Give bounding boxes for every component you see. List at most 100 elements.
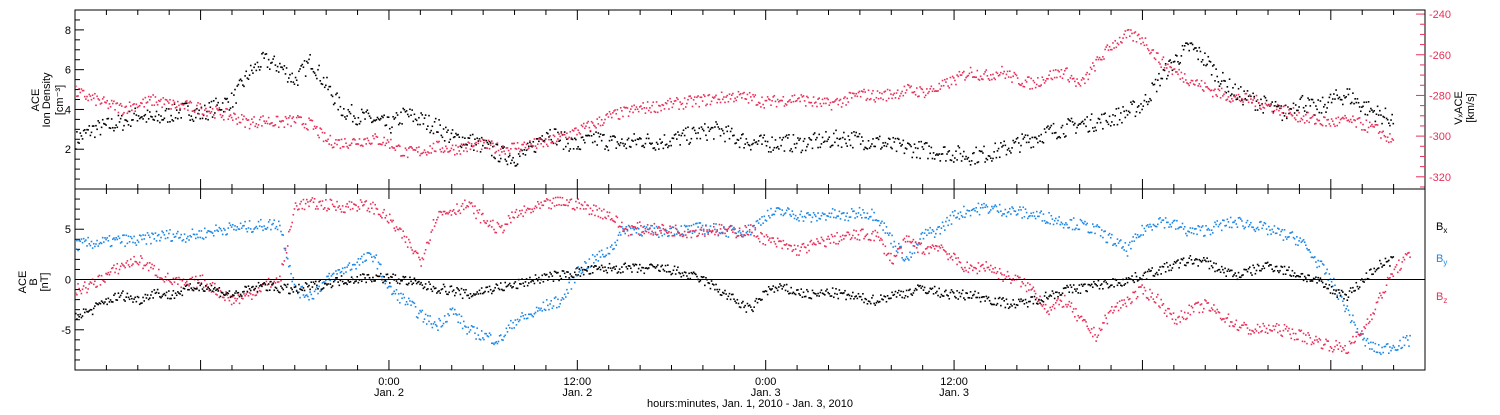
ion-density-point xyxy=(799,138,801,140)
ion-density-point xyxy=(874,146,876,148)
by-point xyxy=(582,271,584,273)
vx-point xyxy=(592,122,594,124)
by-point xyxy=(1034,215,1036,217)
bz-point xyxy=(1367,318,1369,320)
bz-point xyxy=(382,212,384,214)
by-point xyxy=(599,251,601,253)
vx-point xyxy=(1200,85,1202,87)
top-left-tick-label: 6 xyxy=(65,65,71,77)
bz-point xyxy=(301,208,303,210)
vx-point xyxy=(335,139,337,141)
vx-point xyxy=(1119,37,1121,39)
bz-point xyxy=(223,297,225,299)
by-point xyxy=(850,216,852,218)
ion-density-point xyxy=(1179,62,1181,64)
vx-point xyxy=(368,140,370,142)
ion-density-point xyxy=(256,70,258,72)
ion-density-point xyxy=(350,113,352,115)
ion-density-point xyxy=(519,155,521,157)
by-point xyxy=(268,221,270,223)
ion-density-point xyxy=(1177,61,1179,63)
bz-point xyxy=(965,270,967,272)
ion-density-point xyxy=(695,132,697,134)
ion-density-point xyxy=(909,144,911,146)
vx-point xyxy=(1280,107,1282,109)
bz-point xyxy=(848,232,850,234)
bz-point xyxy=(641,231,643,233)
by-point xyxy=(1024,216,1026,218)
by-point xyxy=(1338,298,1340,300)
ion-density-point xyxy=(993,151,995,153)
vx-point xyxy=(577,129,579,131)
by-point xyxy=(1382,352,1384,354)
vx-point xyxy=(1092,62,1094,64)
vx-point xyxy=(1043,79,1045,81)
by-point xyxy=(1073,217,1075,219)
by-point xyxy=(786,210,788,212)
ion-density-point xyxy=(1062,125,1064,127)
bz-point xyxy=(954,254,956,256)
bz-point xyxy=(248,295,250,297)
vx-point xyxy=(359,138,361,140)
bz-point xyxy=(1157,294,1159,296)
vx-point xyxy=(1062,77,1064,79)
ion-density-point xyxy=(382,117,384,119)
bz-point xyxy=(1364,327,1366,329)
ion-density-point xyxy=(1360,110,1362,112)
by-point xyxy=(770,208,772,210)
vx-point xyxy=(635,109,637,111)
by-point xyxy=(1096,224,1098,226)
by-point xyxy=(780,214,782,216)
bz-point xyxy=(1055,302,1057,304)
by-point xyxy=(761,216,763,218)
vx-point xyxy=(547,145,549,147)
ion-density-point xyxy=(1348,94,1350,96)
bz-point xyxy=(472,205,474,207)
bz-point xyxy=(1033,286,1035,288)
by-point xyxy=(1223,220,1225,222)
vx-point xyxy=(312,120,314,122)
vx-point xyxy=(77,95,79,97)
by-point xyxy=(166,230,168,232)
bz-point xyxy=(1213,304,1215,306)
bz-point xyxy=(171,283,173,285)
vx-point xyxy=(1286,116,1288,118)
vx-point xyxy=(657,112,659,114)
ion-density-point xyxy=(271,62,273,64)
bz-point xyxy=(781,248,783,250)
by-point xyxy=(846,212,848,214)
by-point xyxy=(593,262,595,264)
bz-point xyxy=(1164,312,1166,314)
by-point xyxy=(1017,213,1019,215)
by-point xyxy=(1184,226,1186,228)
bz-point xyxy=(857,239,859,241)
by-point xyxy=(310,294,312,296)
by-point xyxy=(1011,206,1013,208)
ion-density-point xyxy=(1167,75,1169,77)
ion-density-point xyxy=(707,127,709,129)
vx-point xyxy=(102,98,104,100)
ion-density-point xyxy=(1026,142,1028,144)
ion-density-point xyxy=(81,135,83,137)
bz-point xyxy=(602,218,604,220)
ion-density-point xyxy=(1015,141,1017,143)
bz-point xyxy=(116,263,118,265)
vx-point xyxy=(831,109,833,111)
bz-point xyxy=(367,210,369,212)
vx-point xyxy=(1312,116,1314,118)
bz-point xyxy=(476,210,478,212)
ion-density-point xyxy=(167,121,169,123)
ion-density-point xyxy=(429,132,431,134)
ion-density-point xyxy=(811,139,813,141)
vx-point xyxy=(161,106,163,108)
vx-point xyxy=(480,140,482,142)
by-point xyxy=(236,226,238,228)
ion-density-point xyxy=(1342,104,1344,106)
ion-density-point xyxy=(1148,101,1150,103)
ion-density-point xyxy=(963,151,965,153)
vx-point xyxy=(880,97,882,99)
by-point xyxy=(515,319,517,321)
vx-point xyxy=(684,97,686,99)
bz-point xyxy=(761,233,763,235)
bz-point xyxy=(668,231,670,233)
